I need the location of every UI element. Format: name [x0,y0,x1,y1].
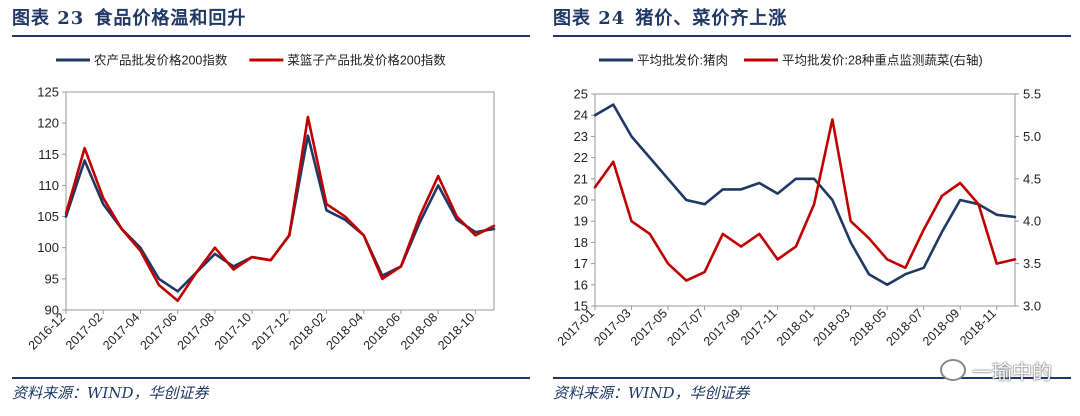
figure-24-title: 图表 24 猪价、菜价齐上涨 [553,4,797,30]
figure-23-source: 资料来源：WIND，华创证券 [12,384,209,402]
plot-frame [594,93,1016,307]
y-tick-label: 105 [37,209,59,224]
y-right-tick-label: 3.0 [1023,299,1041,314]
figure-24-caption: 猪价、菜价齐上涨 [635,8,788,29]
figure-23-number: 图表 23 [12,8,85,29]
figure-23-chart: 90951001051101151201252016-122017-022017… [26,53,496,353]
x-tick-label: 2017-05 [628,306,670,348]
y-tick-label: 125 [37,85,59,100]
series-line-2 [593,118,1017,282]
figure-24-top-rule [553,35,1071,37]
y-tick-label: 20 [574,193,588,208]
legend-label-1: 农产品批发价格200指数 [94,53,228,68]
y-tick-label: 15 [574,299,588,314]
figure-24-chart: 15 16 17 18 19 20 21 22 23 24 25 3.0 3.5 4.0 4.5 5.0 5.5… [555,53,1041,349]
y-tick-label: 110 [38,178,59,193]
x-tick-label: 2017-06 [137,310,179,352]
wechat-icon [940,359,966,381]
x-tick-label: 2018-05 [847,306,889,348]
x-tick-label: 2017-10 [212,310,254,352]
figure-23-bottom-rule [12,377,530,379]
x-tick-label: 2017-04 [100,310,142,352]
y-tick-label: 16 [574,277,588,292]
y-tick-label: 23 [574,129,588,144]
y-tick-label: 24 [574,108,588,123]
y-tick-label: 17 [574,256,588,271]
x-tick-label: 2017-02 [63,310,105,352]
x-tick-label: 2018-02 [286,310,328,352]
figure-23-panel: 图表 23 食品价格温和回升 90 95 100 105 110 115 120 125 2016… [12,0,532,416]
plot-frame [65,91,495,311]
x-tick-label: 2017-08 [175,310,217,352]
y-tick-label: 18 [574,235,588,250]
y-tick-label: 115 [38,147,59,162]
y-right-tick-label: 3.5 [1023,256,1041,271]
figure-24-source: 资料来源：WIND，华创证券 [553,384,750,402]
x-tick-label: 2018-07 [883,306,925,348]
watermark: 一瑜中的 [940,356,1052,385]
series-line-2 [64,115,496,303]
y-tick-label: 25 [574,87,588,102]
x-tick-label: 2018-08 [398,310,440,352]
x-tick-label: 2018-03 [810,306,852,348]
x-tick-label: 2017-12 [249,310,291,352]
x-tick-label: 2018-06 [361,310,403,352]
series-line-1 [593,103,1017,287]
y-tick-label: 95 [45,271,59,286]
y-right-tick-label: 4.5 [1023,171,1041,186]
y-tick-label: 22 [574,150,588,165]
figure-23-top-rule [12,35,530,37]
y-right-tick-label: 5.5 [1023,87,1041,102]
x-tick-label: 2017-11 [738,306,780,348]
x-tick-label: 2017-03 [591,306,633,348]
legend-label-1: 平均批发价:猪肉 [637,53,728,68]
series-line-1 [64,134,496,293]
legend-label-2: 平均批发价:28种重点监测蔬菜(右轴) [782,53,983,68]
x-tick-label: 2018-01 [774,306,816,348]
y-tick-label: 19 [574,214,588,229]
x-tick-label: 2018-04 [324,310,366,352]
x-tick-label: 2017-09 [701,306,743,348]
figure-23-title: 图表 23 食品价格温和回升 [12,4,256,30]
figure-23-caption: 食品价格温和回升 [94,8,247,29]
y-tick-label: 90 [45,303,59,318]
y-tick-label: 100 [37,240,59,255]
x-tick-label: 2018-09 [920,306,962,348]
figure-24-number: 图表 24 [553,8,626,29]
x-tick-label: 2017-07 [664,306,706,348]
legend-label-2: 菜篮子产品批发价格200指数 [287,53,446,68]
figure-24-bottom-rule [553,377,1071,379]
y-tick-label: 120 [37,116,59,131]
y-tick-label: 21 [574,171,588,186]
figure-24-panel: 图表 24 猪价、菜价齐上涨 15 16 17 18 19 20 21 22 23 24 25 3.0 3… [553,0,1073,416]
x-tick-label: 2018-10 [435,310,477,352]
y-right-tick-label: 5.0 [1023,129,1041,144]
x-tick-label: 2018-11 [957,306,999,348]
y-right-tick-label: 4.0 [1023,214,1041,229]
watermark-text: 一瑜中的 [972,360,1052,384]
